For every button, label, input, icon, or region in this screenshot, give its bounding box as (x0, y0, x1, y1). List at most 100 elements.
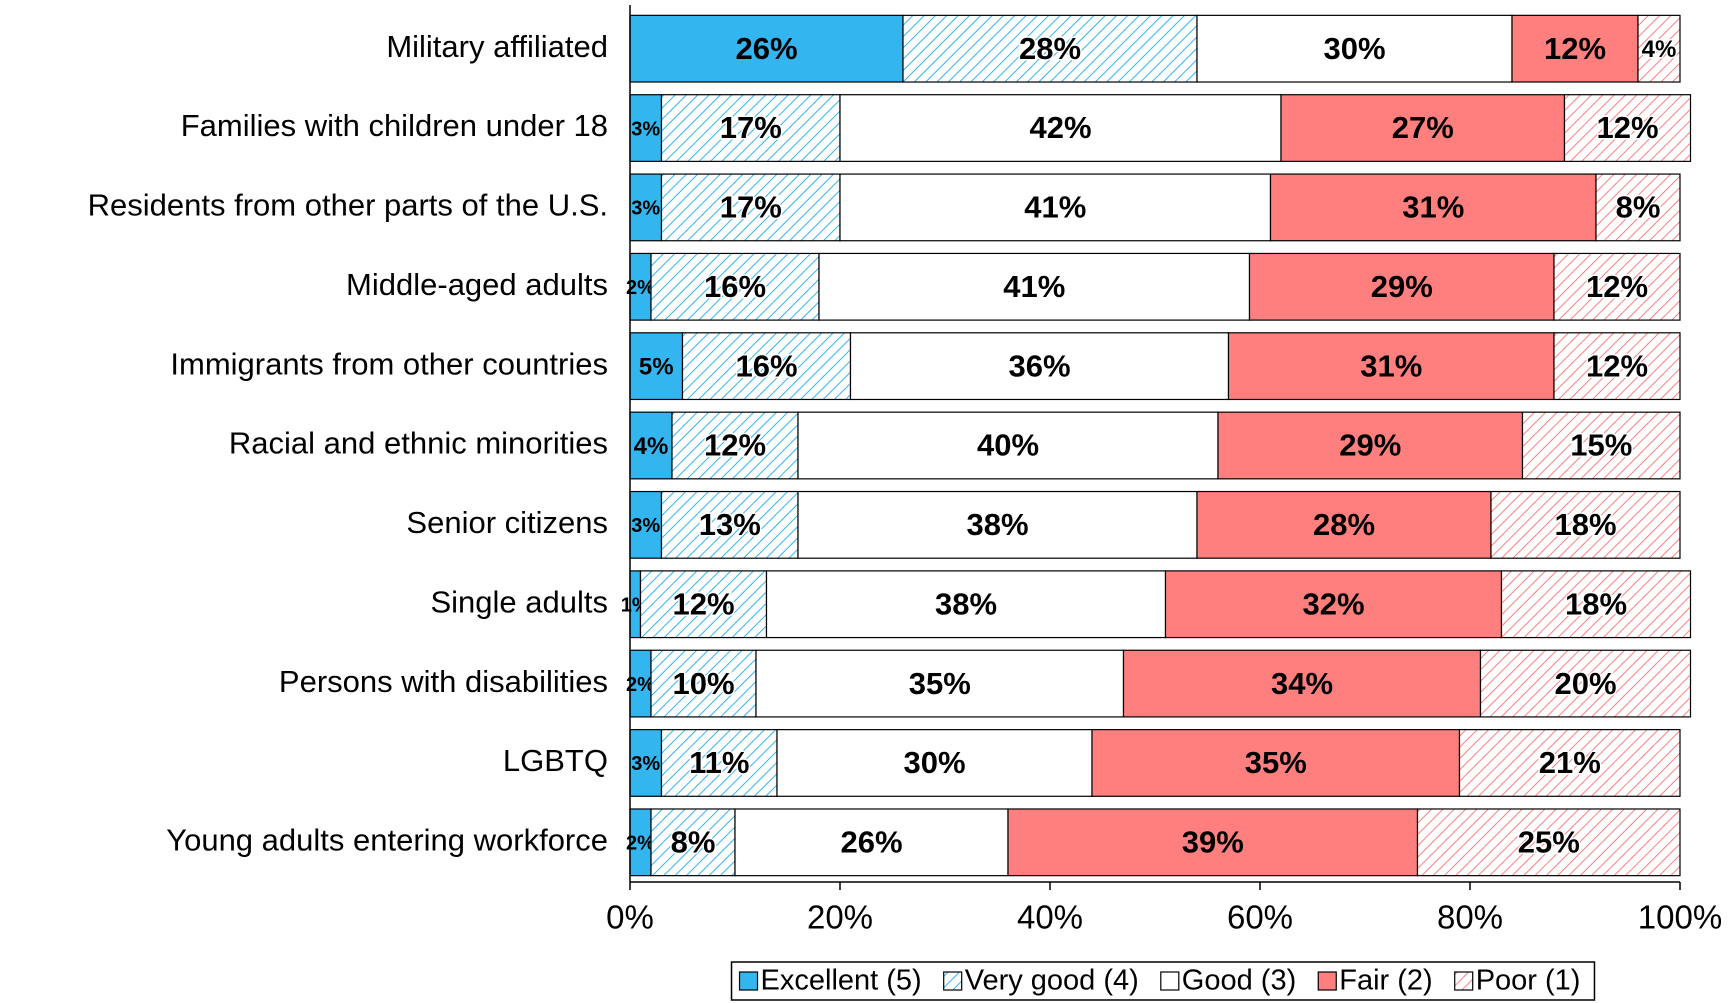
bar-segment (1553, 252, 1681, 321)
data-label: 12% (1544, 31, 1606, 66)
data-label: 10% (672, 666, 734, 701)
bar-segment (1196, 490, 1492, 559)
legend-swatch (943, 971, 963, 991)
data-label: 8% (671, 825, 716, 860)
data-label: 30% (903, 745, 965, 780)
x-tick-label: 80% (1437, 899, 1503, 936)
legend-label: Excellent (5) (761, 965, 922, 997)
bar-segment (1007, 808, 1419, 877)
bar-segment (650, 649, 757, 718)
data-label: 17% (720, 190, 782, 225)
bar-segment (1490, 490, 1681, 559)
y-tick-label: Military affiliated (386, 29, 608, 64)
data-label: 17% (720, 110, 782, 145)
data-label: 27% (1392, 110, 1454, 145)
bar-segment (660, 173, 841, 242)
data-label: 31% (1360, 348, 1422, 383)
y-tick-label: Persons with disabilities (279, 664, 608, 699)
bar-segment (1269, 173, 1597, 242)
x-tick-label: 20% (807, 899, 873, 936)
data-label: 29% (1339, 428, 1401, 463)
data-label: 41% (1003, 269, 1065, 304)
data-label: 12% (1586, 348, 1648, 383)
bar-segment (839, 173, 1272, 242)
y-tick-label: Immigrants from other countries (170, 346, 608, 381)
bar-segment (1122, 649, 1482, 718)
bar-segment (1458, 729, 1681, 797)
bar-segment (1553, 332, 1681, 401)
bar-segment (629, 332, 684, 401)
bar-segment (660, 490, 799, 559)
data-label: 12% (1586, 269, 1648, 304)
data-label: 20% (1554, 666, 1616, 701)
bar-segment (755, 649, 1125, 718)
bar-segment (650, 252, 820, 321)
legend-swatch (1317, 971, 1337, 991)
data-label: 28% (1313, 507, 1375, 542)
bar-segment (797, 411, 1219, 480)
bar-segment (660, 94, 841, 162)
data-label: 42% (1029, 110, 1091, 145)
data-label: 39% (1182, 825, 1244, 860)
data-label: 12% (704, 428, 766, 463)
data-label: 18% (1565, 586, 1627, 621)
y-tick-label: Families with children under 18 (181, 108, 608, 143)
y-tick-label: Racial and ethnic minorities (229, 426, 608, 461)
x-tick-label: 40% (1017, 899, 1083, 936)
data-label: 3% (631, 753, 660, 775)
data-label: 2% (626, 833, 655, 855)
data-label: 25% (1518, 825, 1580, 860)
data-label: 34% (1271, 666, 1333, 701)
bar-segment (1280, 94, 1566, 162)
bar-segment (1164, 570, 1503, 639)
bar-segment (1248, 252, 1555, 321)
bar-segment (734, 808, 1009, 877)
data-label: 41% (1024, 190, 1086, 225)
bar-segment (1196, 14, 1513, 83)
data-label: 5% (639, 353, 674, 380)
data-label: 38% (966, 507, 1028, 542)
data-label: 30% (1323, 31, 1385, 66)
legend-label: Very good (4) (965, 965, 1139, 997)
bar-segment (1416, 808, 1681, 877)
data-label: 3% (631, 118, 660, 140)
data-label: 16% (704, 269, 766, 304)
data-label: 11% (689, 745, 749, 780)
y-tick-label: Middle-aged adults (346, 267, 608, 302)
data-label: 38% (935, 586, 997, 621)
legend-swatch (1454, 971, 1474, 991)
bar-segment (1563, 94, 1692, 162)
legend-label: Good (3) (1182, 965, 1296, 997)
data-label: 16% (735, 348, 797, 383)
y-tick-label: LGBTQ (503, 743, 608, 778)
bar-segment (1511, 14, 1639, 83)
data-label: 18% (1554, 507, 1616, 542)
bar-segment (629, 14, 904, 83)
bar-segment (1637, 14, 1681, 83)
data-label: 21% (1539, 745, 1601, 780)
data-label: 2% (626, 277, 655, 299)
bar-segment (1217, 411, 1524, 480)
x-tick-label: 100% (1638, 899, 1722, 936)
bar-segment (1091, 729, 1461, 797)
data-label: 4% (634, 433, 669, 460)
legend-label: Poor (1) (1476, 965, 1581, 997)
data-label: 26% (840, 825, 902, 860)
data-label: 12% (1596, 110, 1658, 145)
data-label: 40% (977, 428, 1039, 463)
bar-segment (629, 729, 663, 797)
legend: Excellent (5) Very good (4) Good (3) Fair (… (730, 961, 1596, 1001)
data-label: 13% (699, 507, 761, 542)
data-label: 4% (1642, 36, 1677, 63)
data-label: 36% (1008, 348, 1070, 383)
y-tick-label: Young adults entering workforce (166, 823, 608, 858)
bar-segment (639, 570, 768, 639)
bar-segment (1500, 570, 1692, 639)
data-label: 2% (626, 674, 655, 696)
data-label: 26% (735, 31, 797, 66)
bar-segment (818, 252, 1251, 321)
data-label: 32% (1302, 586, 1364, 621)
bar-segment (1521, 411, 1681, 480)
bar-segment (797, 490, 1198, 559)
legend-label: Fair (2) (1339, 965, 1432, 997)
